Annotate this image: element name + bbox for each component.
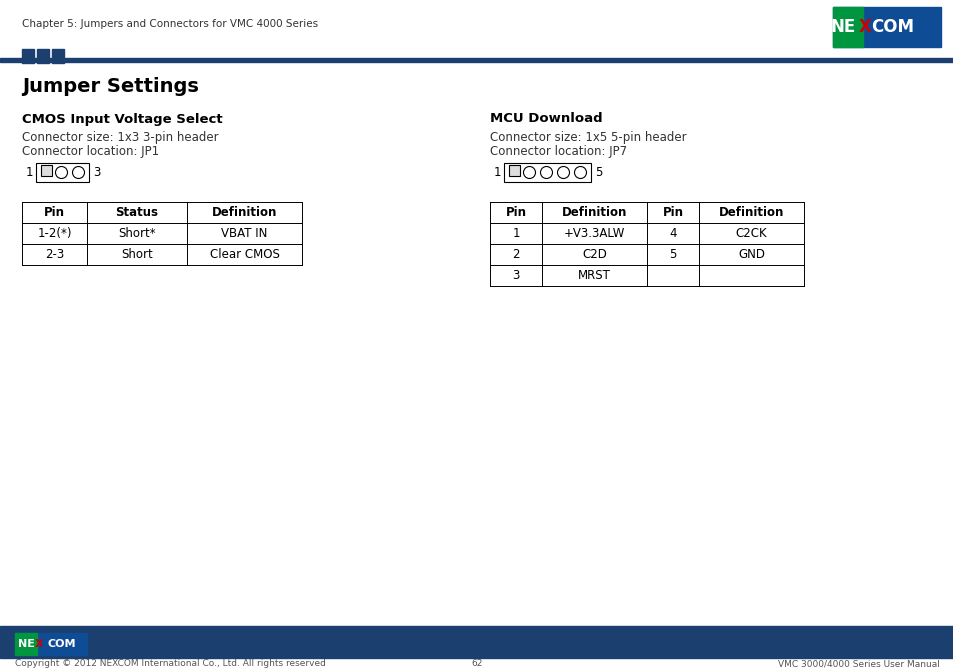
Text: Connector size: 1x5 5-pin header: Connector size: 1x5 5-pin header: [490, 132, 686, 144]
Text: VBAT IN: VBAT IN: [221, 227, 268, 240]
Circle shape: [55, 167, 68, 179]
Text: Clear CMOS: Clear CMOS: [210, 248, 279, 261]
Circle shape: [540, 167, 552, 179]
Text: 1-2(*): 1-2(*): [37, 227, 71, 240]
Text: 3: 3: [92, 166, 100, 179]
Text: Chapter 5: Jumpers and Connectors for VMC 4000 Series: Chapter 5: Jumpers and Connectors for VM…: [22, 19, 317, 29]
Text: Connector location: JP1: Connector location: JP1: [22, 146, 159, 159]
Bar: [0, 626, 953, 658]
Text: Short*: Short*: [118, 227, 155, 240]
Circle shape: [72, 167, 85, 179]
Text: 1: 1: [512, 227, 519, 240]
Circle shape: [523, 167, 535, 179]
Text: COM: COM: [48, 639, 76, 649]
Text: C2CK: C2CK: [735, 227, 766, 240]
Bar: [832, 7, 940, 47]
Bar: [0, 58, 953, 62]
Text: Connector size: 1x3 3-pin header: Connector size: 1x3 3-pin header: [22, 132, 218, 144]
Text: MCU Download: MCU Download: [490, 112, 602, 126]
Bar: [509, 165, 519, 176]
Text: VMC 3000/4000 Series User Manual: VMC 3000/4000 Series User Manual: [778, 659, 939, 669]
Circle shape: [574, 167, 586, 179]
Text: Definition: Definition: [212, 206, 277, 219]
Text: 62: 62: [471, 659, 482, 669]
Text: 5: 5: [595, 166, 601, 179]
Text: 3: 3: [512, 269, 519, 282]
Bar: [832, 7, 862, 47]
Text: NE: NE: [17, 639, 34, 649]
Text: COM: COM: [871, 18, 914, 36]
Text: 2: 2: [512, 248, 519, 261]
Text: +V3.3ALW: +V3.3ALW: [563, 227, 624, 240]
Text: CMOS Input Voltage Select: CMOS Input Voltage Select: [22, 112, 222, 126]
Text: Pin: Pin: [44, 206, 65, 219]
Text: 5: 5: [669, 248, 676, 261]
Bar: [503, 163, 590, 182]
Text: C2D: C2D: [581, 248, 606, 261]
Circle shape: [557, 167, 569, 179]
Text: Pin: Pin: [505, 206, 526, 219]
Text: 1: 1: [493, 166, 500, 179]
Bar: [15, 633, 87, 655]
Bar: [0, 0, 953, 57]
Text: Pin: Pin: [661, 206, 682, 219]
Bar: [15, 633, 37, 655]
Bar: [36, 163, 89, 182]
Text: X: X: [858, 18, 870, 36]
Bar: [22, 49, 34, 63]
Bar: [52, 49, 64, 63]
Text: Definition: Definition: [561, 206, 626, 219]
Text: Jumper Settings: Jumper Settings: [22, 77, 198, 97]
Text: X: X: [34, 639, 43, 649]
Text: Connector location: JP7: Connector location: JP7: [490, 146, 626, 159]
Text: Status: Status: [115, 206, 158, 219]
Text: Copyright © 2012 NEXCOM International Co., Ltd. All rights reserved: Copyright © 2012 NEXCOM International Co…: [15, 659, 326, 669]
Text: MRST: MRST: [578, 269, 610, 282]
Bar: [41, 165, 52, 176]
Text: 4: 4: [669, 227, 676, 240]
Text: NE: NE: [829, 18, 855, 36]
Text: Short: Short: [121, 248, 152, 261]
Text: GND: GND: [738, 248, 764, 261]
Text: 1: 1: [26, 166, 33, 179]
Text: Definition: Definition: [718, 206, 783, 219]
Bar: [37, 49, 49, 63]
Text: 2-3: 2-3: [45, 248, 64, 261]
